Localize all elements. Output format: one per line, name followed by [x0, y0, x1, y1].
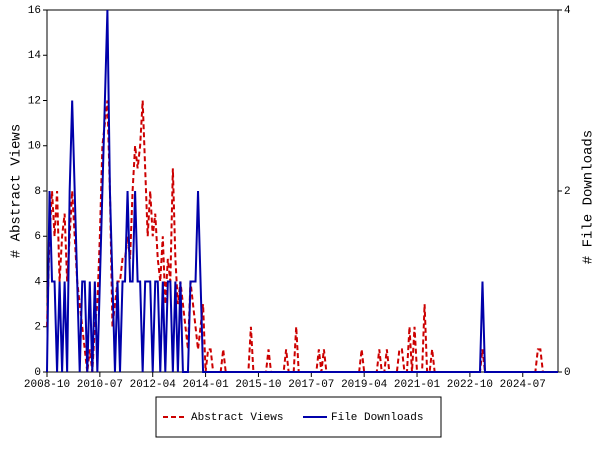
legend-label: File Downloads	[331, 412, 423, 424]
x-tick-label: 2019-04	[341, 379, 388, 391]
y2-axis-title: # File Downloads	[581, 130, 597, 264]
x-tick-label: 2012-04	[130, 379, 177, 391]
y-axis-title: # Abstract Views	[9, 124, 25, 258]
y-tick-label: 16	[28, 5, 41, 17]
legend-label: Abstract Views	[191, 412, 283, 424]
x-tick-label: 2014-01	[182, 379, 229, 391]
y2-tick-label: 0	[564, 367, 571, 379]
y-tick-label: 12	[28, 95, 41, 107]
x-tick-label: 2024-07	[500, 379, 546, 391]
x-tick-label: 2015-10	[235, 379, 281, 391]
y-tick-label: 4	[34, 276, 41, 288]
y-tick-label: 8	[34, 186, 41, 198]
y-tick-label: 2	[34, 322, 41, 334]
y-tick-label: 10	[28, 141, 41, 153]
y2-tick-label: 2	[564, 186, 571, 198]
data-line	[46, 9, 558, 373]
y-tick-label: 6	[34, 231, 41, 243]
y2-tick-label: 4	[564, 5, 571, 17]
y-tick-label: 0	[34, 367, 41, 379]
legend-box	[155, 396, 442, 438]
y-tick-label: 14	[28, 50, 42, 62]
x-tick-label: 2022-10	[447, 379, 493, 391]
x-tick-label: 2017-07	[288, 379, 334, 391]
x-tick-label: 2010-07	[77, 379, 123, 391]
x-tick-label: 2021-01	[394, 379, 441, 391]
x-tick-label: 2008-10	[24, 379, 70, 391]
